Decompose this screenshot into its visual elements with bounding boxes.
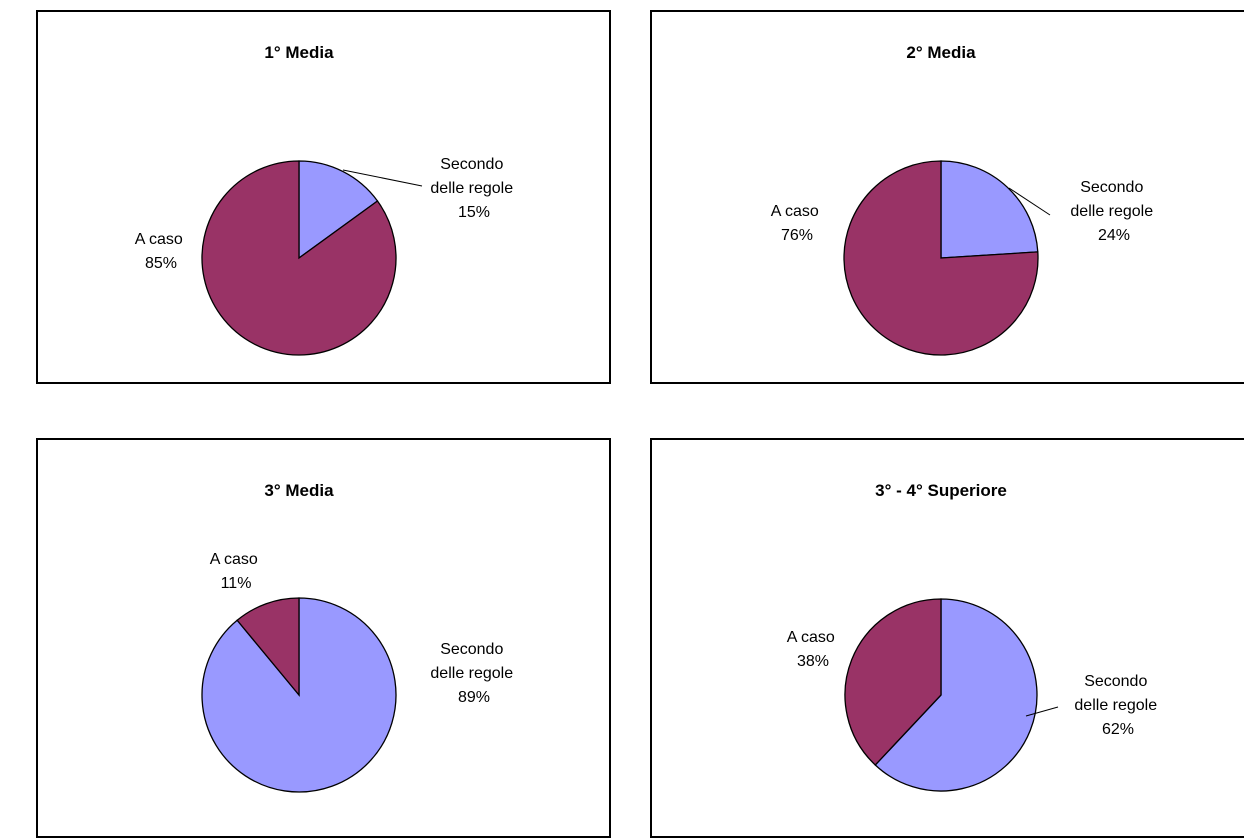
pie-slice-acaso [843,160,1039,356]
chart-title: 1° Media [264,43,334,62]
slice-label-secondo-line2: delle regole [1074,697,1157,714]
slice-label-secondo: Secondo delle regole 89% [430,641,517,706]
pie-chart-1: 1° Media Secondo delle regole 15% A caso… [36,10,611,384]
slice-label-secondo-line1: Secondo [440,156,503,173]
pie-slice-secondo [940,160,1039,259]
slice-label-secondo-line1: Secondo [1084,673,1147,690]
leader-line-secondo [1008,187,1051,216]
pie-slice-secondo [874,598,1038,792]
slice-label-secondo-percent: 24% [1098,227,1130,244]
pie-chart-3: 3° Media Secondo delle regole 89% A caso… [36,438,611,838]
pie-chart-4-svg: 3° - 4° Superiore Secondo delle regole 6… [787,481,1161,792]
slice-label-acaso-percent: 76% [781,227,813,244]
slice-label-secondo-line1: Secondo [440,641,503,658]
pie-slices [844,598,1038,792]
leader-line-secondo [1025,706,1059,717]
pie-slices [201,597,397,793]
slice-label-acaso: A caso 85% [135,231,187,272]
slice-label-acaso-percent: 11% [221,575,252,592]
slice-label-secondo: Secondo delle regole 62% [1074,673,1161,738]
slice-label-secondo-line2: delle regole [430,665,513,682]
slice-label-secondo-percent: 62% [1102,721,1134,738]
slice-label-secondo: Secondo delle regole 15% [430,156,517,221]
chart-title: 3° Media [264,481,334,500]
slice-label-acaso: A caso 38% [787,629,839,670]
leader-line-secondo [342,169,423,187]
slice-label-secondo-percent: 15% [458,204,490,221]
pie-slices [843,160,1039,356]
pie-chart-4: 3° - 4° Superiore Secondo delle regole 6… [650,438,1244,838]
slice-label-acaso-line1: A caso [771,203,819,220]
pie-slice-acaso [236,597,300,697]
slice-label-acaso: A caso 11% [210,551,262,592]
slice-label-secondo: Secondo delle regole 24% [1070,179,1157,244]
pie-slice-acaso [201,160,397,356]
slice-label-acaso-line1: A caso [787,629,835,646]
slice-label-acaso-line1: A caso [135,231,183,248]
slice-label-acaso: A caso 76% [771,203,823,244]
pie-chart-3-svg: 3° Media Secondo delle regole 89% A caso… [201,481,517,793]
pie-chart-2-svg: 2° Media Secondo delle regole 24% A caso… [771,43,1157,356]
pie-slice-secondo [298,160,379,260]
slice-label-secondo-line1: Secondo [1080,179,1143,196]
pie-chart-2: 2° Media Secondo delle regole 24% A caso… [650,10,1244,384]
slice-label-acaso-percent: 38% [797,653,829,670]
chart-title: 2° Media [906,43,976,62]
pie-slice-acaso [844,598,942,766]
slice-label-secondo-percent: 89% [458,689,490,706]
chart-title: 3° - 4° Superiore [875,481,1007,500]
slice-label-secondo-line2: delle regole [1070,203,1153,220]
pie-chart-1-svg: 1° Media Secondo delle regole 15% A caso… [135,43,517,356]
slice-label-acaso-line1: A caso [210,551,258,568]
pie-slices [201,160,397,356]
slice-label-secondo-line2: delle regole [430,180,513,197]
slice-label-acaso-percent: 85% [145,255,177,272]
